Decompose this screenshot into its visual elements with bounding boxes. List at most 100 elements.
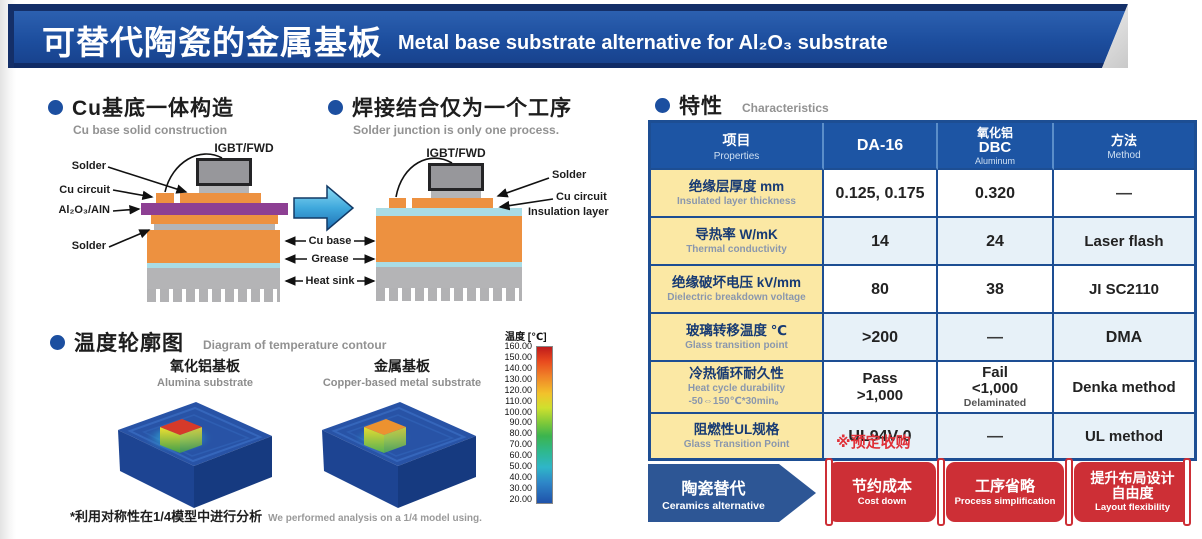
solder-layer [431, 191, 481, 198]
alumina-substrate-label: 氧化铝基板 Alumina substrate [157, 358, 253, 389]
table-cell: UL94V-0 [824, 414, 938, 458]
bracket-divider [1183, 458, 1191, 526]
alumina-contour-plot [118, 402, 272, 508]
row-label: 绝缘层厚度 mm Insulated layer thickness [651, 170, 824, 218]
analysis-footnote: *利用对称性在1/4模型中进行分析 We performed analysis o… [70, 509, 482, 524]
table-cell: — [938, 314, 1054, 362]
row-label: 冷热循环耐久性 Heat cycle durability -50⇔150℃*3… [651, 362, 824, 414]
scale-tick: 80.00 [509, 428, 532, 439]
insulation-label: Insulation layer [528, 206, 609, 218]
scale-tick: 140.00 [504, 362, 532, 373]
table-cell: UL method [1054, 414, 1194, 458]
table-cell: Fail <1,000 Delaminated [938, 362, 1054, 414]
table-cell: 24 [938, 218, 1054, 266]
cu-base-block [147, 230, 280, 263]
scale-tick: 70.00 [509, 439, 532, 450]
table-cell: JI SC2110 [1054, 266, 1194, 314]
acquisition-note: ※预定收购 [836, 434, 911, 451]
heat-sink-label: Heat sink [305, 275, 355, 287]
section-temperature-title: 温度轮廓图 [74, 332, 184, 355]
ceramic-layer [141, 203, 288, 215]
column-header-da16: DA-16 [824, 123, 938, 170]
table-cell: DMA [1054, 314, 1194, 362]
heat-sink-body [147, 268, 280, 289]
bullet-icon [655, 97, 670, 113]
section-solder-subtitle: Solder junction is only one process. [353, 123, 560, 137]
table-cell: 0.320 [938, 170, 1054, 218]
benefits-band: 陶瓷替代 Ceramics alternative 节约成本 Cost down… [648, 458, 1191, 526]
grease-layer [147, 263, 280, 268]
table-cell: 80 [824, 266, 938, 314]
benefit-process-simplification: 工序省略 Process simplification [946, 462, 1064, 522]
table-cell: — [1054, 170, 1194, 218]
page-title-bar: 可替代陶瓷的金属基板 Metal base substrate alternat… [8, 4, 1128, 68]
heat-sink-body [376, 267, 522, 288]
table-cell: Denka method [1054, 362, 1194, 414]
bullet-icon [50, 334, 65, 350]
page-edge-shadow [0, 0, 16, 539]
temperature-scale-ticks: 160.00 150.00 140.00 130.00 120.00 110.00 100.… [494, 342, 532, 504]
solder-label: Solder [71, 240, 106, 252]
column-header-dbc: 氧化铝 DBC Aluminum [938, 123, 1054, 170]
bracket-divider [825, 458, 833, 526]
grease-layer [376, 262, 522, 267]
bullet-icon [48, 99, 63, 115]
cu-circuit-label: Cu circuit [556, 191, 607, 203]
metal-contour-plot [322, 402, 476, 508]
scale-tick: 130.00 [504, 373, 532, 384]
table-cell: 0.125, 0.175 [824, 170, 938, 218]
bullet-icon [328, 99, 343, 115]
page-title-zh: 可替代陶瓷的金属基板 [42, 23, 382, 61]
scale-tick: 150.00 [504, 351, 532, 362]
temperature-scale-title: 温度 [℃] [505, 332, 547, 343]
igbt-chip [196, 158, 252, 186]
table-cell: Laser flash [1054, 218, 1194, 266]
benefit-cost-down: 节约成本 Cost down [828, 462, 936, 522]
benefit-layout-flexibility: 提升布局设计 自由度 Layout flexibility [1074, 462, 1191, 522]
cu-backside-layer [151, 215, 278, 224]
page-title-en: Metal base substrate alternative for Al₂… [398, 32, 888, 54]
solder-label: Solder [552, 169, 587, 181]
column-header-properties: 项目 Properties [651, 123, 824, 170]
row-label: 玻璃转移温度 ℃ Glass transition point [651, 314, 824, 362]
table-cell: >200 [824, 314, 938, 362]
scale-tick: 160.00 [504, 341, 532, 351]
section-cu-base-subtitle: Cu base solid construction [73, 123, 228, 137]
section-characteristics-heading: 特性 Characteristics [655, 90, 829, 120]
cu-circuit-layer [412, 198, 493, 208]
section-temperature-subtitle: Diagram of temperature contour [203, 338, 387, 352]
ceramic-label: Al₂O₃/AlN [58, 204, 110, 216]
section-characteristics-subtitle: Characteristics [742, 101, 829, 115]
solder-label: Solder [71, 160, 106, 172]
scale-tick: 30.00 [509, 482, 532, 493]
section-temperature-heading: 温度轮廓图 Diagram of temperature contour [50, 327, 386, 357]
bracket-divider [937, 458, 945, 526]
cu-circuit-pad [389, 198, 406, 208]
scale-tick: 50.00 [509, 461, 532, 472]
metal-substrate-label: 金属基板 Copper-based metal substrate [322, 358, 482, 389]
table-cell: — [938, 414, 1054, 458]
cu-circuit-pad [156, 193, 174, 203]
cu-base-block [376, 216, 522, 262]
table-cell: 38 [938, 266, 1054, 314]
cu-base-label: Cu base [308, 235, 352, 247]
igbt-chip [428, 163, 484, 191]
ceramics-alternative-arrow: 陶瓷替代 Ceramics alternative [648, 464, 816, 522]
insulation-layer [376, 208, 522, 216]
cu-circuit-label: Cu circuit [59, 184, 110, 196]
section-cu-base-heading: Cu基底一体构造 Cu base solid construction [48, 92, 234, 137]
row-label: 阻燃性UL规格 Glass Transition Point [651, 414, 824, 458]
bracket-divider [1065, 458, 1073, 526]
section-characteristics-title: 特性 [679, 95, 723, 118]
scale-tick: 110.00 [505, 395, 532, 406]
grease-label: Grease [311, 253, 349, 265]
characteristics-table: 项目 Properties DA-16 氧化铝 DBC Aluminum 方法 … [648, 120, 1197, 461]
heat-sink-fins [147, 289, 280, 302]
section-solder-heading: 焊接结合仅为一个工序 Solder junction is only one p… [328, 92, 572, 137]
scale-tick: 40.00 [509, 472, 532, 483]
row-label: 绝缘破坏电压 kV/mm Dielectric breakdown voltag… [651, 266, 824, 314]
scale-tick: 120.00 [504, 384, 532, 395]
table-cell: 14 [824, 218, 938, 266]
scale-tick: 100.00 [504, 406, 532, 417]
